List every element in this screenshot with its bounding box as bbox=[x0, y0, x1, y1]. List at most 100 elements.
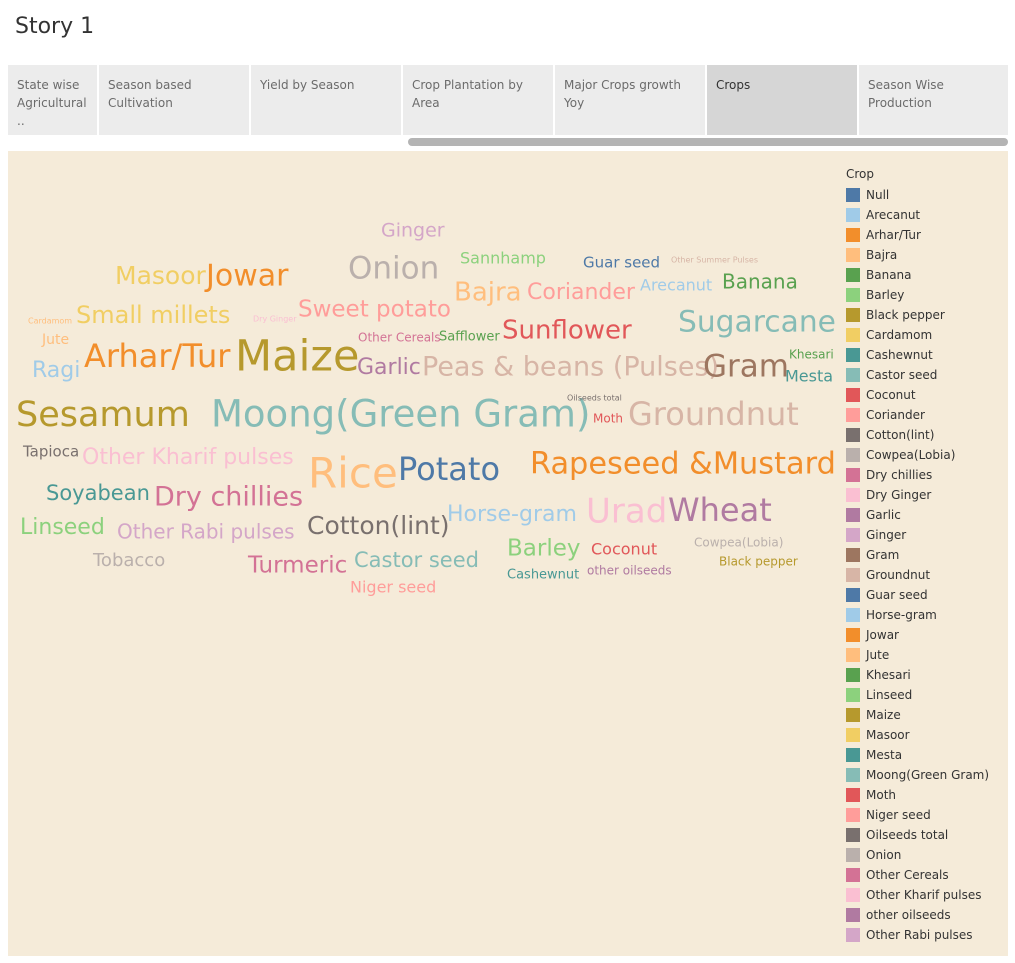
legend-item[interactable]: other oilseeds bbox=[846, 905, 1006, 925]
legend-item[interactable]: Dry chillies bbox=[846, 465, 1006, 485]
legend-item[interactable]: Khesari bbox=[846, 665, 1006, 685]
story-tab-4[interactable]: Crop Plantation by Area bbox=[403, 65, 553, 135]
word-cloud-word[interactable]: Barley bbox=[507, 536, 580, 562]
legend-item[interactable]: Onion bbox=[846, 845, 1006, 865]
word-cloud-word[interactable]: Black pepper bbox=[719, 555, 798, 569]
word-cloud-word[interactable]: Ragi bbox=[32, 358, 80, 383]
word-cloud-word[interactable]: Small millets bbox=[76, 301, 230, 329]
legend-item[interactable]: Cotton(lint) bbox=[846, 425, 1006, 445]
legend-item[interactable]: Moth bbox=[846, 785, 1006, 805]
story-tab-2[interactable]: Season based Cultivation bbox=[99, 65, 249, 135]
word-cloud-word[interactable]: Urad bbox=[586, 492, 667, 532]
word-cloud-word[interactable]: other oilseeds bbox=[587, 564, 672, 578]
word-cloud-word[interactable]: Rapeseed &Mustard bbox=[530, 447, 836, 482]
story-tab-6[interactable]: Crops bbox=[707, 65, 857, 135]
legend-item[interactable]: Garlic bbox=[846, 505, 1006, 525]
legend-item[interactable]: Arecanut bbox=[846, 205, 1006, 225]
word-cloud-word[interactable]: Sesamum bbox=[16, 395, 190, 435]
legend-item[interactable]: Black pepper bbox=[846, 305, 1006, 325]
word-cloud-word[interactable]: Horse-gram bbox=[447, 502, 577, 527]
word-cloud-word[interactable]: Khesari bbox=[789, 348, 834, 362]
word-cloud-word[interactable]: Peas & beans (Pulses) bbox=[422, 352, 719, 383]
legend-item[interactable]: Other Rabi pulses bbox=[846, 925, 1006, 945]
legend-item[interactable]: Cardamom bbox=[846, 325, 1006, 345]
word-cloud-word[interactable]: Sannhamp bbox=[460, 249, 546, 268]
word-cloud-word[interactable]: Other Cereals bbox=[358, 331, 441, 345]
word-cloud-word[interactable]: Turmeric bbox=[247, 553, 347, 579]
legend-item[interactable]: Horse-gram bbox=[846, 605, 1006, 625]
word-cloud-word[interactable]: Coconut bbox=[591, 540, 657, 559]
legend-item[interactable]: Bajra bbox=[846, 245, 1006, 265]
story-tab-3[interactable]: Yield by Season bbox=[251, 65, 401, 135]
legend-item[interactable]: Cowpea(Lobia) bbox=[846, 445, 1006, 465]
scrollbar-thumb[interactable] bbox=[408, 138, 1008, 146]
story-tab-5[interactable]: Major Crops growth Yoy bbox=[555, 65, 705, 135]
legend-item[interactable]: Jowar bbox=[846, 625, 1006, 645]
legend-item[interactable]: Jute bbox=[846, 645, 1006, 665]
word-cloud-word[interactable]: Banana bbox=[722, 270, 798, 294]
word-cloud-word[interactable]: Guar seed bbox=[583, 254, 660, 272]
word-cloud-word[interactable]: Other Summer Pulses bbox=[671, 256, 758, 265]
word-cloud-word[interactable]: Jowar bbox=[204, 259, 289, 294]
word-cloud-word[interactable]: Soyabean bbox=[46, 481, 150, 505]
word-cloud-word[interactable]: Cashewnut bbox=[507, 568, 579, 583]
word-cloud-word[interactable]: Oilseeds total bbox=[567, 394, 622, 403]
legend-item[interactable]: Ginger bbox=[846, 525, 1006, 545]
word-cloud-word[interactable]: Dry chillies bbox=[154, 482, 303, 513]
legend-item[interactable]: Maize bbox=[846, 705, 1006, 725]
legend-item[interactable]: Coconut bbox=[846, 385, 1006, 405]
word-cloud-word[interactable]: Coriander bbox=[527, 280, 636, 305]
legend-item[interactable]: Null bbox=[846, 185, 1006, 205]
story-tab-1[interactable]: State wise Agricultural .. bbox=[8, 65, 97, 135]
word-cloud-word[interactable]: Sweet potato bbox=[298, 297, 451, 323]
legend-item[interactable]: Guar seed bbox=[846, 585, 1006, 605]
legend-item[interactable]: Moong(Green Gram) bbox=[846, 765, 1006, 785]
legend-item[interactable]: Niger seed bbox=[846, 805, 1006, 825]
legend-item[interactable]: Other Cereals bbox=[846, 865, 1006, 885]
legend-item[interactable]: Groundnut bbox=[846, 565, 1006, 585]
word-cloud-word[interactable]: Garlic bbox=[357, 355, 421, 380]
legend-item[interactable]: Mesta bbox=[846, 745, 1006, 765]
legend-item[interactable]: Gram bbox=[846, 545, 1006, 565]
word-cloud-word[interactable]: Dry Ginger bbox=[253, 315, 297, 324]
word-cloud-word[interactable]: Gram bbox=[703, 349, 789, 385]
legend-item[interactable]: Banana bbox=[846, 265, 1006, 285]
story-tab-7[interactable]: Season Wise Production bbox=[859, 65, 1008, 135]
word-cloud-word[interactable]: Cotton(lint) bbox=[307, 511, 450, 540]
word-cloud-word[interactable]: Cowpea(Lobia) bbox=[694, 536, 783, 550]
legend-item[interactable]: Linseed bbox=[846, 685, 1006, 705]
word-cloud-word[interactable]: Rice bbox=[308, 449, 398, 498]
word-cloud-word[interactable]: Bajra bbox=[454, 278, 522, 308]
word-cloud-word[interactable]: Sunflower bbox=[502, 316, 632, 346]
word-cloud-word[interactable]: Cardamom bbox=[28, 317, 72, 326]
legend-item[interactable]: Oilseeds total bbox=[846, 825, 1006, 845]
legend-item[interactable]: Masoor bbox=[846, 725, 1006, 745]
word-cloud-word[interactable]: Niger seed bbox=[350, 578, 436, 597]
story-scrollbar[interactable] bbox=[8, 138, 1008, 146]
word-cloud-word[interactable]: Tapioca bbox=[22, 443, 79, 461]
word-cloud-word[interactable]: Moth bbox=[593, 412, 623, 426]
word-cloud-word[interactable]: Other Rabi pulses bbox=[117, 520, 295, 544]
word-cloud-word[interactable]: Arecanut bbox=[640, 276, 712, 295]
word-cloud-word[interactable]: Castor seed bbox=[354, 548, 479, 572]
legend-item[interactable]: Dry Ginger bbox=[846, 485, 1006, 505]
word-cloud-word[interactable]: Mesta bbox=[785, 367, 833, 386]
word-cloud-word[interactable]: Groundnut bbox=[628, 395, 799, 433]
word-cloud-word[interactable]: Sugarcane bbox=[678, 305, 836, 340]
legend-item[interactable]: Arhar/Tur bbox=[846, 225, 1006, 245]
legend-item[interactable]: Barley bbox=[846, 285, 1006, 305]
word-cloud-word[interactable]: Other Kharif pulses bbox=[82, 445, 294, 470]
word-cloud-word[interactable]: Safflower bbox=[439, 330, 500, 345]
word-cloud-word[interactable]: Onion bbox=[348, 251, 439, 287]
word-cloud-word[interactable]: Jute bbox=[41, 332, 69, 348]
word-cloud-word[interactable]: Masoor bbox=[115, 261, 207, 290]
legend-item[interactable]: Castor seed bbox=[846, 365, 1006, 385]
legend-item[interactable]: Cashewnut bbox=[846, 345, 1006, 365]
legend-item[interactable]: Other Kharif pulses bbox=[846, 885, 1006, 905]
word-cloud-word[interactable]: Moong(Green Gram) bbox=[211, 393, 590, 436]
word-cloud-word[interactable]: Arhar/Tur bbox=[84, 337, 231, 375]
word-cloud-word[interactable]: Potato bbox=[398, 450, 500, 488]
word-cloud-word[interactable]: Ginger bbox=[381, 220, 445, 242]
word-cloud-word[interactable]: Wheat bbox=[668, 491, 772, 529]
legend-item[interactable]: Coriander bbox=[846, 405, 1006, 425]
